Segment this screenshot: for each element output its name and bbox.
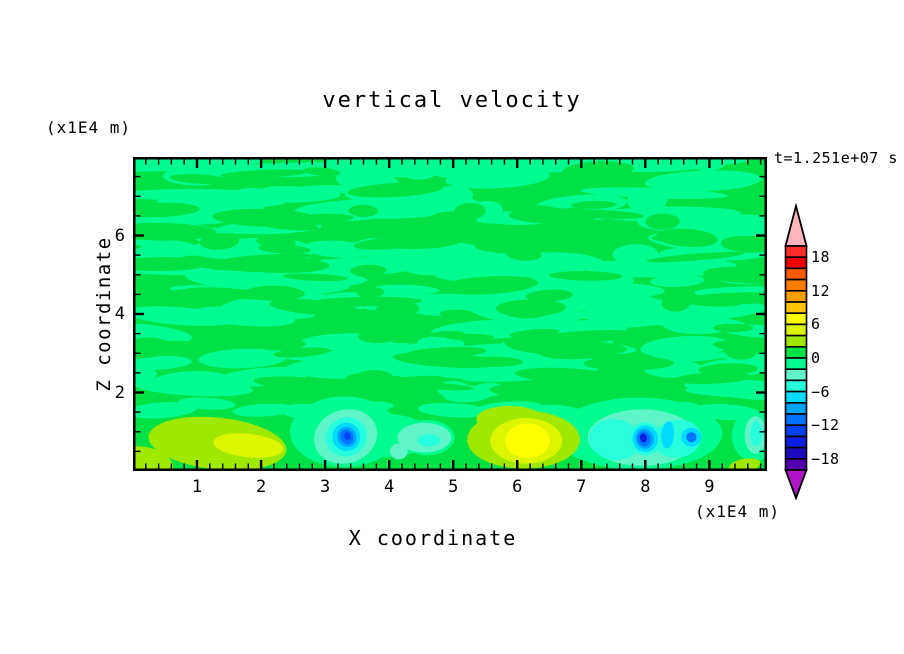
x-tick-label: 6 (512, 477, 523, 497)
colorbar-tick-label: −12 (811, 416, 840, 435)
y-axis-unit-label: (x1E4 m) (46, 118, 132, 137)
colorbar-tick-label: 12 (811, 281, 831, 300)
x-axis-unit-label: (x1E4 m) (694, 502, 780, 521)
time-annotation: t=1.251e+07 s (774, 149, 898, 167)
y-tick-label: 2 (114, 382, 125, 403)
y-tick-label: 4 (114, 304, 125, 324)
colorbar-tick-label: −6 (811, 382, 831, 401)
x-tick-label: 9 (704, 477, 715, 497)
x-tick-label: 5 (448, 477, 459, 497)
x-tick-label: 3 (319, 477, 331, 497)
x-tick-label: 8 (640, 477, 651, 497)
x-tick-label: 1 (191, 477, 203, 497)
contour-field (133, 157, 767, 471)
colorbar (784, 202, 808, 501)
colorbar-tick-label: −18 (811, 449, 840, 468)
plot-title: vertical velocity (322, 88, 582, 113)
x-axis-title: X coordinate (348, 526, 518, 550)
colorbar-tick-label: 18 (811, 248, 831, 267)
x-tick-label: 2 (255, 477, 267, 497)
x-tick-label: 7 (576, 477, 587, 497)
colorbar-tick-label: 0 (811, 349, 821, 367)
y-tick-label: 6 (114, 225, 125, 246)
colorbar-tick-label: 6 (811, 315, 821, 334)
x-tick-label: 4 (384, 477, 395, 497)
